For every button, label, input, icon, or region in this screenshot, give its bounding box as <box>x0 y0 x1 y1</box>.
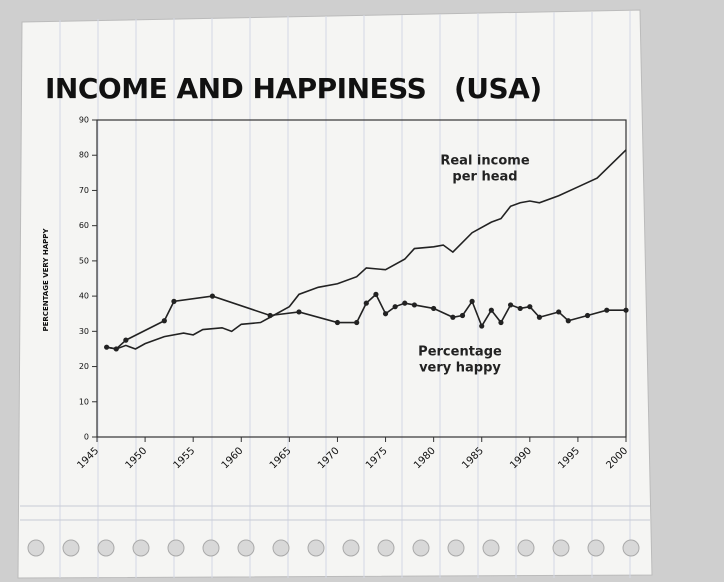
paper <box>17 9 653 579</box>
y-tick-label: 10 <box>79 397 89 406</box>
point <box>450 314 456 320</box>
point <box>354 319 360 326</box>
y-tick-label: 50 <box>79 256 89 265</box>
point <box>507 302 514 308</box>
paper-holes <box>27 539 640 557</box>
point <box>296 309 302 315</box>
y-tick-label: 80 <box>79 151 89 160</box>
point <box>123 337 129 343</box>
point <box>565 318 571 324</box>
point <box>171 298 177 304</box>
point <box>498 319 504 326</box>
point <box>623 307 629 313</box>
point <box>604 307 610 313</box>
y-tick-label: 0 <box>84 433 89 442</box>
point <box>556 309 562 315</box>
y-tick-label: 40 <box>79 292 89 301</box>
point <box>411 302 417 308</box>
point <box>469 298 475 304</box>
y-axis-label: PERCENTAGE VERY HAPPY <box>42 228 50 332</box>
point <box>382 311 389 317</box>
y-tick-label: 90 <box>79 116 89 125</box>
y-tick-label: 30 <box>79 327 89 336</box>
point <box>113 346 119 352</box>
point <box>527 304 533 310</box>
chart-title: INCOME AND HAPPINESS (USA) <box>45 72 542 105</box>
y-tick-label: 20 <box>79 362 89 371</box>
point <box>209 293 216 299</box>
series-line <box>106 149 627 350</box>
y-tick-label: 70 <box>79 186 89 195</box>
paper-rules <box>20 11 650 578</box>
point <box>431 305 437 312</box>
plot-frame <box>96 119 627 438</box>
point <box>373 291 379 297</box>
point <box>392 304 398 310</box>
point <box>267 312 273 319</box>
point <box>517 305 523 312</box>
annotation: per head <box>452 170 517 185</box>
y-tick-label: 60 <box>79 221 89 230</box>
paper-sheet <box>17 9 653 579</box>
point <box>363 300 369 306</box>
point <box>536 314 543 320</box>
point <box>104 344 110 350</box>
point <box>488 307 494 313</box>
point <box>161 318 167 324</box>
annotation: Percentage <box>418 345 502 360</box>
point <box>402 300 408 306</box>
point <box>584 312 591 319</box>
point <box>459 312 466 319</box>
annotation: very happy <box>419 361 501 376</box>
point <box>334 319 341 326</box>
annotation: Real income <box>440 154 529 169</box>
point <box>479 323 485 329</box>
